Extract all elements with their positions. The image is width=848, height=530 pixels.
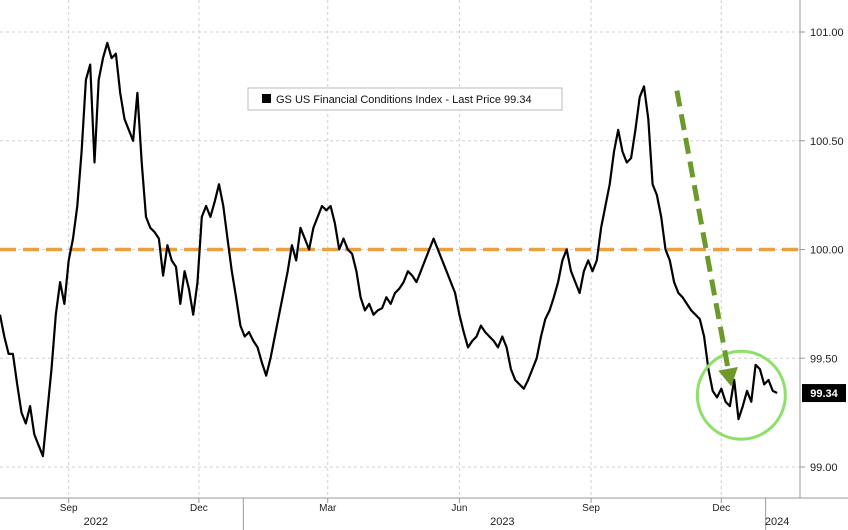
x-tick-label: Dec: [190, 503, 208, 514]
series-line: [0, 41, 778, 458]
y-tick-label: 100.50: [810, 136, 844, 148]
trend-arrow-head: [718, 367, 738, 387]
x-axis: Sep Dec Mar Jun Sep Dec: [60, 498, 730, 514]
legend-label: GS US Financial Conditions Index - Last …: [276, 94, 532, 106]
y-tick-label: 99.00: [810, 462, 838, 474]
x-tick-label: Mar: [319, 503, 337, 514]
highlight-circle: [695, 349, 787, 441]
legend-box: [247, 87, 563, 111]
legend: GS US Financial Conditions Index - Last …: [247, 87, 563, 111]
legend-swatch: [262, 94, 271, 103]
y-tick-label: 100.00: [810, 245, 844, 257]
x-tick-label: Dec: [712, 503, 730, 514]
last-price-background: [802, 384, 846, 403]
year-label: 2023: [490, 516, 514, 528]
year-label: 2024: [765, 516, 789, 528]
annotations: [674, 90, 787, 441]
x-tick-label: Jun: [451, 503, 467, 514]
series-layer: [0, 41, 778, 458]
last-price-value: 99.34: [810, 388, 838, 400]
y-tick-label: 101.00: [810, 27, 844, 39]
y-tick-label: 99.50: [810, 353, 838, 365]
year-axis: 2022 2023 2024: [84, 498, 789, 530]
x-tick-label: Sep: [60, 503, 78, 514]
y-axis: 99.00 99.50 100.00 100.50 101.00: [800, 27, 844, 474]
last-price-tag: 99.34: [802, 384, 846, 403]
x-tick-label: Sep: [582, 503, 600, 514]
year-label: 2022: [84, 516, 108, 528]
